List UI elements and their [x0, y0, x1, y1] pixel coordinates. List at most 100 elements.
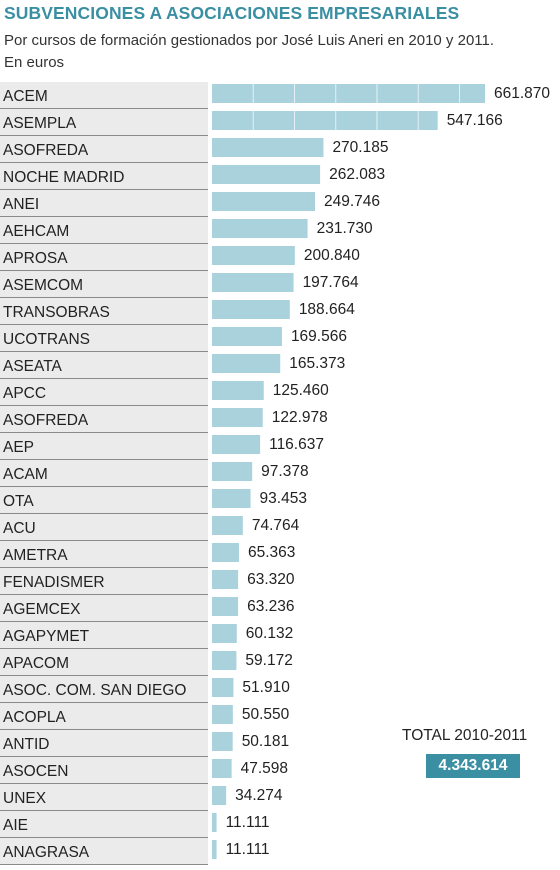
value-label: 249.746: [324, 193, 380, 210]
category-label: ASOFREDA: [3, 412, 89, 429]
row-label-background: [0, 298, 208, 324]
row-label-background: [0, 568, 208, 594]
bar: [212, 624, 237, 643]
row-label-background: [0, 244, 208, 270]
value-label: 188.664: [299, 301, 355, 318]
bar: [212, 300, 290, 319]
category-label: ASEMCOM: [3, 277, 83, 294]
bar: [212, 840, 217, 859]
category-label: ACAM: [3, 466, 48, 483]
category-label: ANAGRASA: [3, 844, 90, 861]
bar: [212, 489, 251, 508]
row-label-background: [0, 676, 208, 702]
row-label-background: [0, 838, 208, 864]
value-label: 197.764: [303, 274, 359, 291]
category-label: ACEM: [3, 88, 48, 105]
value-label: 231.730: [317, 220, 373, 237]
value-label: 116.637: [269, 436, 324, 453]
category-label: FENADISMER: [3, 574, 105, 591]
row-label-background: [0, 460, 208, 486]
value-label: 165.373: [289, 355, 345, 372]
row-label-background: [0, 703, 208, 729]
category-label: ANEI: [3, 196, 39, 213]
value-label: 270.185: [332, 139, 388, 156]
row-label-background: [0, 757, 208, 783]
value-label: 93.453: [260, 490, 307, 507]
row-label-background: [0, 325, 208, 351]
subtitle-unit: En euros: [4, 54, 65, 71]
category-label: ASEATA: [3, 358, 63, 375]
category-label: APROSA: [3, 250, 68, 267]
row-label-background: [0, 433, 208, 459]
value-label: 47.598: [241, 760, 288, 777]
category-label: AEP: [3, 439, 34, 456]
row-label-background: [0, 271, 208, 297]
row-label-background: [0, 406, 208, 432]
category-label: ASOCEN: [3, 763, 68, 780]
bar: [212, 354, 281, 373]
category-label: AEHCAM: [3, 223, 69, 240]
bar: [212, 408, 263, 427]
category-label: UCOTRANS: [3, 331, 90, 348]
bar: [212, 165, 321, 184]
row-label-background: [0, 136, 208, 162]
value-label: 11.111: [226, 841, 270, 858]
category-label: ASEMPLA: [3, 115, 77, 132]
bar: [212, 273, 294, 292]
category-label: APCC: [3, 385, 46, 402]
value-label: 200.840: [304, 247, 360, 264]
bar: [212, 435, 261, 454]
category-label: APACOM: [3, 655, 69, 672]
category-label: AMETRA: [3, 547, 68, 564]
subtitle-description: Por cursos de formación gestionados por …: [4, 32, 495, 49]
row-label-background: [0, 514, 208, 540]
bar: [212, 192, 316, 211]
category-label: TRANSOBRAS: [3, 304, 110, 321]
category-label: ACU: [3, 520, 36, 537]
value-label: 51.910: [242, 679, 290, 696]
category-label: AGEMCEX: [3, 601, 81, 618]
chart-subtitle: Por cursos de formación gestionados por …: [4, 30, 494, 74]
category-label: ASOC. COM. SAN DIEGO: [3, 682, 186, 699]
bar: [212, 84, 485, 103]
row-label-background: [0, 163, 208, 189]
value-label: 97.378: [261, 463, 308, 480]
row-label-background: [0, 82, 208, 108]
value-label: 74.764: [252, 517, 300, 534]
value-label: 11.111: [226, 814, 270, 831]
bar: [212, 381, 264, 400]
row-label-background: [0, 109, 208, 135]
category-label: ASOFREDA: [3, 142, 89, 159]
bar: [212, 138, 324, 157]
category-label: ACOPLA: [3, 709, 67, 726]
value-label: 262.083: [329, 166, 385, 183]
row-label-background: [0, 379, 208, 405]
bar: [212, 651, 237, 670]
total-label: TOTAL 2010-2011: [402, 727, 528, 744]
value-label: 169.566: [291, 328, 347, 345]
value-label: 547.166: [447, 112, 503, 129]
category-label: NOCHE MADRID: [3, 169, 124, 186]
value-label: 50.181: [242, 733, 289, 750]
bar: [212, 705, 233, 724]
row-label-background: [0, 730, 208, 756]
value-label: 125.460: [273, 382, 329, 399]
row-label-background: [0, 595, 208, 621]
value-label: 60.132: [246, 625, 293, 642]
category-label: UNEX: [3, 790, 47, 807]
bar: [212, 597, 239, 616]
category-label: AIE: [3, 817, 28, 834]
value-label: 34.274: [235, 787, 283, 804]
bar: [212, 111, 438, 130]
row-label-background: [0, 190, 208, 216]
bar: [212, 543, 239, 562]
row-label-background: [0, 811, 208, 837]
row-label-background: [0, 352, 208, 378]
value-label: 63.236: [247, 598, 294, 615]
value-label: 59.172: [245, 652, 292, 669]
value-label: 661.870: [494, 85, 550, 102]
value-label: 50.550: [242, 706, 290, 723]
bar: [212, 678, 234, 697]
row-label-background: [0, 649, 208, 675]
